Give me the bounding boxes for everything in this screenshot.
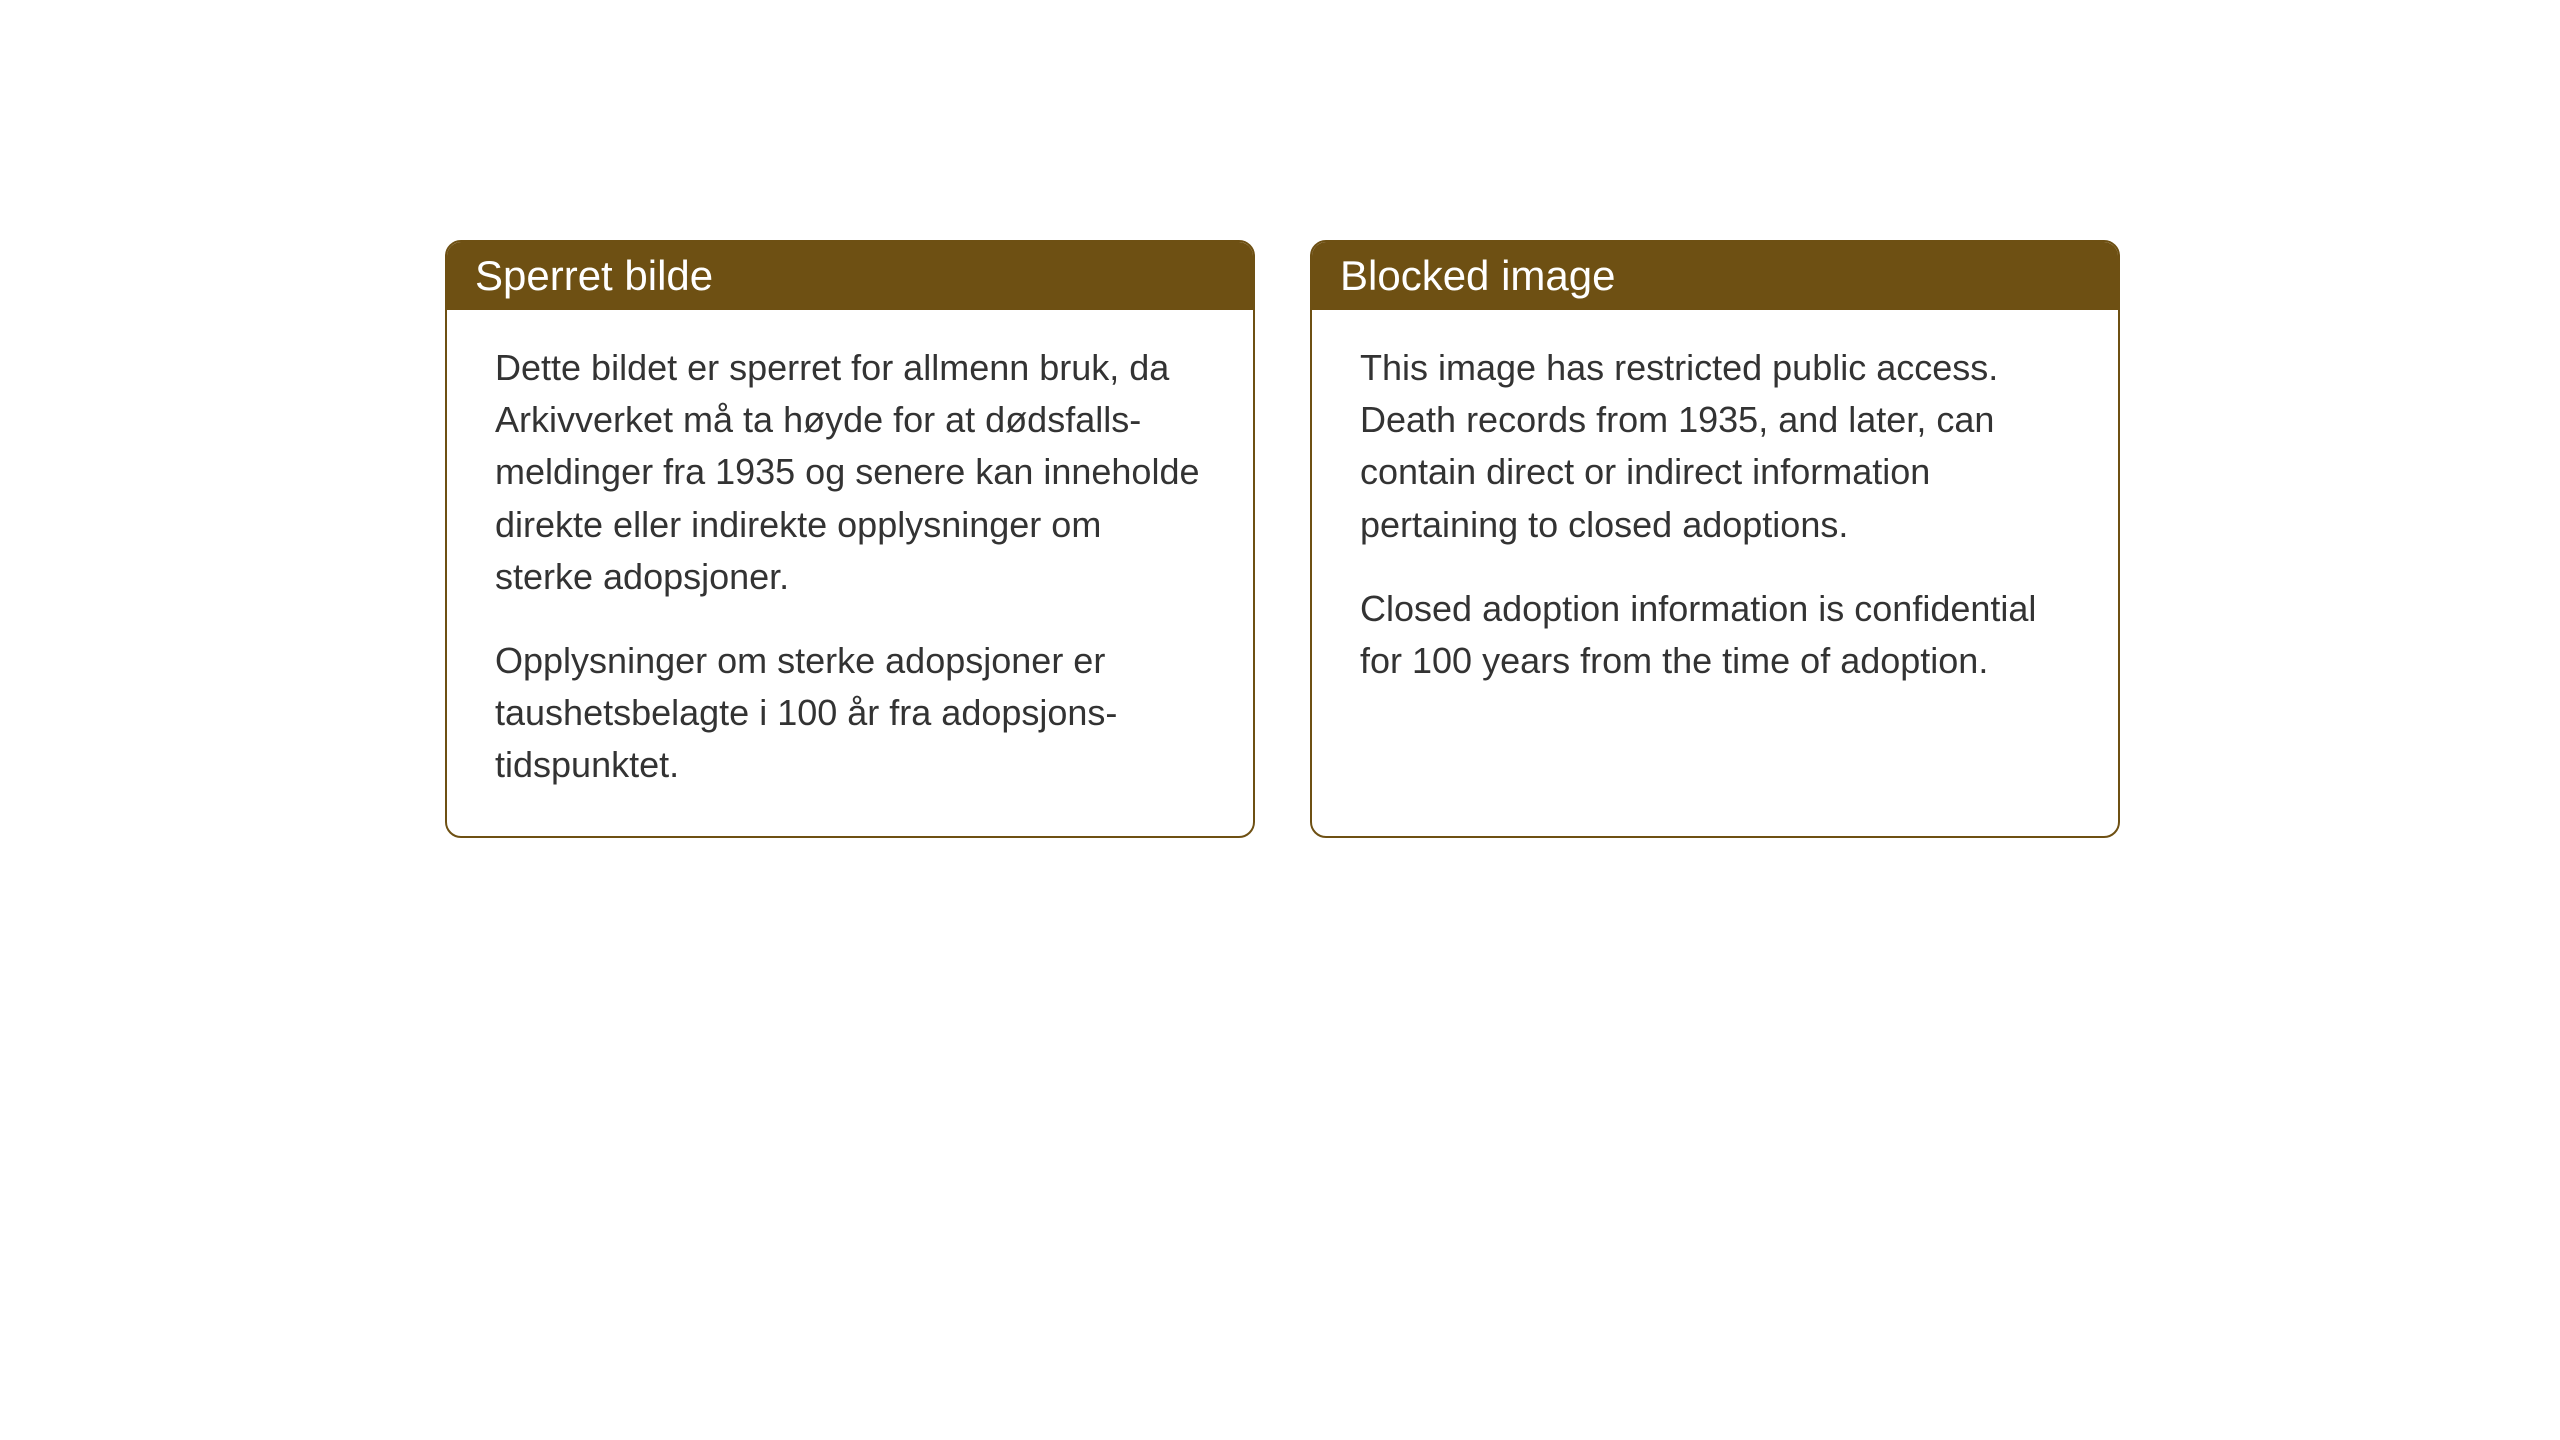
card-title-norwegian: Sperret bilde [475,252,713,299]
notice-card-norwegian: Sperret bilde Dette bildet er sperret fo… [445,240,1255,838]
notice-card-english: Blocked image This image has restricted … [1310,240,2120,838]
card-header-english: Blocked image [1312,242,2118,310]
paragraph-2-english: Closed adoption information is confident… [1360,583,2070,687]
card-body-english: This image has restricted public access.… [1312,310,2118,731]
paragraph-1-norwegian: Dette bildet er sperret for allmenn bruk… [495,342,1205,603]
notice-container: Sperret bilde Dette bildet er sperret fo… [445,240,2120,838]
card-header-norwegian: Sperret bilde [447,242,1253,310]
paragraph-1-english: This image has restricted public access.… [1360,342,2070,551]
card-title-english: Blocked image [1340,252,1615,299]
paragraph-2-norwegian: Opplysninger om sterke adopsjoner er tau… [495,635,1205,792]
card-body-norwegian: Dette bildet er sperret for allmenn bruk… [447,310,1253,836]
